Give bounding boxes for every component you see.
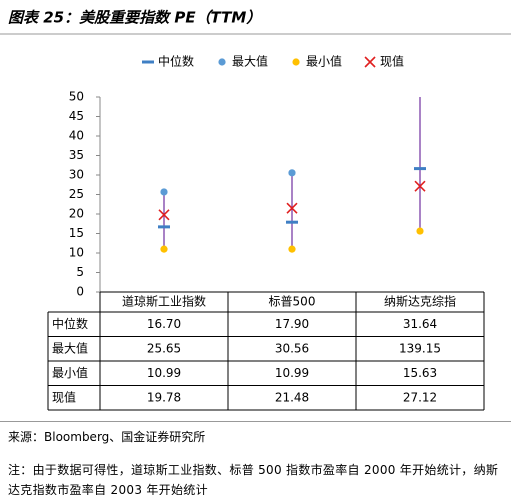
- table-cell: 21.48: [275, 390, 309, 404]
- legend-label: 最大值: [232, 54, 268, 69]
- legend-label: 最小值: [306, 54, 342, 69]
- table-header: 道琼斯工业指数: [122, 294, 206, 309]
- table-row-label: 最小值: [52, 365, 88, 380]
- table-row-label: 中位数: [52, 316, 88, 331]
- y-tick-label: 10: [69, 246, 84, 260]
- table-cell: 17.90: [275, 317, 309, 331]
- source: 来源：Bloomberg、国金证券研究所: [8, 430, 206, 444]
- chart-title: 图表 25：美股重要指数 PE（TTM）: [8, 9, 261, 27]
- legend-label: 中位数: [158, 54, 194, 69]
- cross-mark: [286, 202, 298, 214]
- table-cell: 31.64: [403, 317, 437, 331]
- y-tick-label: 30: [69, 168, 84, 182]
- table-cell: 16.70: [147, 317, 181, 331]
- plot: [158, 97, 426, 253]
- dot-mark: [160, 188, 168, 196]
- y-tick-label: 25: [69, 187, 84, 201]
- y-tick-label: 45: [69, 109, 84, 123]
- y-tick-label: 40: [69, 129, 84, 143]
- legend-item: 最小值: [292, 54, 342, 69]
- legend-item: 最大值: [218, 54, 268, 69]
- y-tick-label: 15: [69, 226, 84, 240]
- dot-mark: [288, 245, 296, 253]
- y-tick-label: 20: [69, 207, 84, 221]
- table-header: 纳斯达克综指: [384, 294, 456, 309]
- y-tick-label: 50: [69, 90, 84, 104]
- table-cell: 139.15: [399, 341, 441, 355]
- legend-label: 现值: [380, 54, 404, 69]
- dot-mark: [416, 227, 424, 235]
- table-row-label: 现值: [52, 389, 76, 404]
- legend-swatch: [292, 58, 300, 66]
- legend-swatch: [364, 56, 376, 68]
- table-header: 标普500: [269, 295, 316, 309]
- chart: 图表 25：美股重要指数 PE（TTM） 中位数 最大值 最小值 现值 0510152…: [0, 9, 511, 411]
- cross-mark: [414, 180, 426, 192]
- table-cell: 25.65: [147, 341, 181, 355]
- y-tick-label: 5: [76, 265, 84, 279]
- table-cell: 19.78: [147, 390, 181, 404]
- legend-swatch: [218, 58, 226, 66]
- table-cell: 15.63: [403, 366, 437, 380]
- legend-item: 中位数: [142, 54, 194, 69]
- legend-item: 现值: [364, 54, 404, 69]
- legend: 中位数 最大值 最小值 现值: [142, 54, 404, 69]
- table-cell: 10.99: [275, 366, 309, 380]
- note: 注：由于数据可得性，道琼斯工业指数、标普 500 指数市盈率自 2000 年开始…: [8, 463, 499, 495]
- table-row-label: 最大值: [52, 340, 88, 355]
- table-cell: 30.56: [275, 341, 309, 355]
- y-tick-label: 35: [69, 148, 84, 162]
- source-rule: [0, 421, 511, 422]
- table-cell: 27.12: [403, 390, 437, 404]
- y-tick-label: 0: [76, 285, 84, 299]
- cross-mark: [158, 209, 170, 221]
- dot-mark: [160, 245, 168, 253]
- table-cell: 10.99: [147, 366, 181, 380]
- dot-mark: [288, 169, 296, 177]
